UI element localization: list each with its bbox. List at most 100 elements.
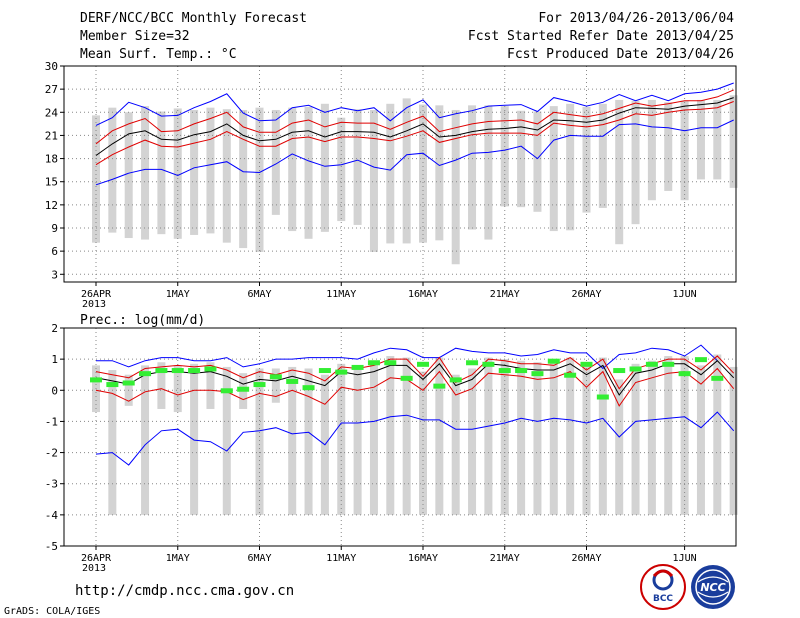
prec-observed-mark xyxy=(417,361,429,367)
prec-range-bar xyxy=(141,365,150,515)
prec-observed-mark xyxy=(629,366,642,372)
temp-range-bar xyxy=(271,109,280,215)
prec-upper-mid-line xyxy=(95,355,735,390)
prec-observed-mark xyxy=(449,377,462,383)
prec-observed-mark xyxy=(318,368,331,374)
temp-xtick-label: 1JUN xyxy=(673,289,697,300)
temp-range-bar xyxy=(435,105,444,241)
prec-ytick-label: -1 xyxy=(45,415,58,428)
prec-range-bar xyxy=(696,365,705,515)
prec-upper-line xyxy=(96,344,718,370)
prec-range-bar xyxy=(206,362,215,409)
temp-range-bar xyxy=(615,99,624,245)
prec-observed-mark xyxy=(645,361,658,367)
title-left-3: Mean Surf. Temp.: °C xyxy=(80,47,237,62)
temp-plot-frame xyxy=(63,65,737,283)
prec-observed-mark xyxy=(580,361,593,367)
prec-range-bar xyxy=(435,357,444,515)
prec-ytick-label: 1 xyxy=(51,353,58,366)
temp-lower-line xyxy=(95,119,734,186)
prec-range-bar xyxy=(451,374,460,515)
prec-range-bar xyxy=(108,370,117,515)
prec-observed-mark xyxy=(106,382,119,388)
prec-observed-mark xyxy=(531,371,544,377)
temp-range-bar xyxy=(500,106,509,207)
temp-range-bar xyxy=(451,109,460,265)
prec-range-bar xyxy=(566,357,575,515)
temp-range-bar xyxy=(124,112,133,239)
prec-ytick-label: -5 xyxy=(45,540,58,553)
prec-observed-mark xyxy=(139,371,152,377)
prec-range-bar xyxy=(402,357,411,515)
prec-observed-mark xyxy=(694,357,707,363)
prec-range-bar xyxy=(468,368,477,515)
temp-range-bar xyxy=(664,102,673,191)
prec-observed-mark xyxy=(171,368,184,374)
temp-xtick-label: 21MAY xyxy=(490,289,520,300)
prec-ytick-label: 0 xyxy=(51,384,58,397)
prec-observed-mark xyxy=(237,386,250,392)
prec-observed-mark xyxy=(711,375,724,381)
temp-range-bar xyxy=(468,105,477,230)
temp-range-bar xyxy=(598,103,607,208)
temp-xtick-label: 11MAY xyxy=(326,289,356,300)
title-left-1: DERF/NCC/BCC Monthly Forecast xyxy=(80,11,307,26)
prec-range-bar xyxy=(647,360,656,515)
prec-year-label: 2013 xyxy=(82,563,106,574)
temp-ytick-label: 30 xyxy=(45,60,58,73)
temp-range-bar xyxy=(222,109,231,243)
temp-range-bar xyxy=(255,107,264,252)
prec-ytick-label: -3 xyxy=(45,478,58,491)
temp-ensemble-mean-line xyxy=(95,97,734,156)
prec-range-bar xyxy=(664,356,673,515)
temp-range-bar xyxy=(647,99,656,201)
temp-ytick-label: 6 xyxy=(51,245,58,258)
temp-range-bar xyxy=(141,106,150,240)
prec-range-bar xyxy=(271,368,280,403)
prec-observed-mark xyxy=(613,368,626,374)
prec-observed-mark xyxy=(286,378,299,384)
prec-observed-mark xyxy=(547,358,560,364)
prec-range-bar xyxy=(713,354,722,515)
temp-ytick-label: 27 xyxy=(45,83,58,96)
prec-observed-mark xyxy=(220,388,233,394)
prec-plot-frame xyxy=(63,327,737,547)
prec-range-bar xyxy=(615,379,624,515)
temp-range-bar xyxy=(386,103,395,244)
bcc-logo-text: BCC xyxy=(653,594,673,604)
temp-ytick-label: 12 xyxy=(45,199,58,212)
source-url[interactable]: http://cmdp.ncc.cma.gov.cn xyxy=(75,583,294,599)
temperature-panel: 3 6 9 12 15 18 21 24 27 30 26APR 1MAY 6MAY 11MAY 16MAY… xyxy=(45,60,738,310)
temp-range-bar xyxy=(320,103,329,232)
temp-ytick-label: 15 xyxy=(45,176,58,189)
temp-range-bar xyxy=(729,95,738,188)
temp-range-bar xyxy=(549,106,558,232)
prec-observed-mark xyxy=(90,377,102,383)
prec-lower-line xyxy=(95,411,735,466)
prec-range-bar xyxy=(484,357,493,515)
temp-range-bar xyxy=(566,103,575,231)
prec-observed-mark xyxy=(596,394,609,400)
temp-ytick-label: 3 xyxy=(51,268,58,281)
temp-xtick-label: 26APR xyxy=(81,289,112,300)
temp-xtick-label: 6MAY xyxy=(247,289,271,300)
temp-xtick-label: 16MAY xyxy=(408,289,438,300)
prec-xtick-label: 21MAY xyxy=(490,553,520,564)
prec-range-bar xyxy=(288,366,297,515)
prec-observed-mark xyxy=(400,375,413,381)
prec-range-bar xyxy=(190,363,199,515)
temp-range-bar xyxy=(337,117,346,222)
prec-observed-mark xyxy=(678,371,691,377)
title-left-2: Member Size=32 xyxy=(80,29,190,44)
prec-observed-mark xyxy=(482,361,495,367)
prec-range-bar xyxy=(729,366,738,515)
temp-range-bar xyxy=(696,99,705,180)
prec-range-bar xyxy=(304,368,313,515)
temp-lower-mid-line xyxy=(95,101,734,166)
prec-range-bar xyxy=(533,362,542,515)
temp-range-bar xyxy=(484,105,493,240)
prec-range-bar xyxy=(353,365,362,515)
prec-ytick-label: -2 xyxy=(45,447,58,460)
grads-credit: GrADS: COLA/IGES xyxy=(4,606,100,617)
prec-xtick-label: 26APR xyxy=(81,553,112,564)
